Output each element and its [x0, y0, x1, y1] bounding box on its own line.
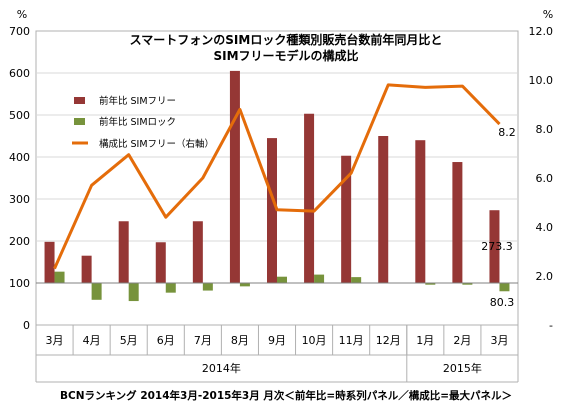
x-tick-label: 12月 — [376, 334, 401, 347]
y-right-tick-label: 2.0 — [536, 270, 554, 283]
bar-sim-lock — [165, 283, 176, 293]
chart-title-line2: SIMフリーモデルの構成比 — [213, 48, 358, 63]
y-left-tick-label: 0 — [23, 319, 30, 332]
y-left-tick-label: 400 — [9, 151, 30, 164]
bars-sim-free — [44, 70, 500, 284]
plot-frame — [35, 30, 519, 326]
x-tick-label: 8月 — [231, 334, 249, 347]
bar-sim-free — [155, 242, 166, 283]
bar-sim-free — [378, 136, 389, 283]
y-right-unit: % — [543, 8, 553, 21]
bar-sim-lock — [239, 283, 250, 287]
bar-sim-free — [304, 113, 315, 284]
bar-sim-lock — [425, 283, 436, 285]
bar-sim-free — [267, 138, 277, 283]
y-left-unit: % — [17, 8, 27, 21]
y-right-tick-label: 6.0 — [536, 172, 554, 185]
x-tick-label: 3月 — [490, 334, 508, 347]
bar-sim-free — [229, 70, 240, 284]
year-label-2014: 2014年 — [202, 361, 241, 375]
bar-sim-lock — [499, 283, 510, 292]
source-note: BCNランキング 2014年3月-2015年3月 月次＜前年比=時系列パネル／構… — [60, 389, 512, 402]
data-label-share-last: 8.2 — [498, 126, 516, 139]
x-tick-label: 2月 — [453, 334, 471, 347]
x-tick-label: 5月 — [120, 334, 138, 347]
bar-sim-free — [415, 140, 426, 283]
y-right-axis-labels: - 2.0 4.0 6.0 8.0 10.0 12.0 — [529, 25, 554, 332]
x-tick-label: 9月 — [268, 334, 286, 347]
y-left-tick-label: 700 — [9, 25, 30, 38]
x-tick-label: 1月 — [416, 334, 434, 347]
year-label-2015: 2015年 — [443, 361, 482, 375]
bar-sim-lock — [202, 283, 213, 291]
x-tick-label: 11月 — [339, 334, 364, 347]
bar-sim-free — [452, 162, 463, 283]
bar-sim-free — [489, 210, 500, 283]
y-right-tick-label: 12.0 — [529, 25, 554, 38]
y-right-tick-label: 8.0 — [536, 123, 554, 136]
bar-sim-free — [81, 255, 92, 283]
share-line-sim-free — [53, 83, 501, 270]
y-left-tick-label: 200 — [9, 235, 30, 248]
bars-sim-lock — [54, 271, 510, 302]
x-tick-label: 7月 — [194, 334, 212, 347]
data-label-lock-last: 80.3 — [490, 296, 515, 309]
y-left-tick-label: 500 — [9, 109, 30, 122]
x-tick-label: 6月 — [157, 334, 175, 347]
y-left-tick-label: 100 — [9, 277, 30, 290]
bar-sim-lock — [91, 283, 102, 300]
y-right-tick-label: 4.0 — [536, 221, 554, 234]
y-right-tick-label: - — [549, 319, 553, 332]
legend-label-share: 構成比 SIMフリー（右軸） — [99, 138, 214, 150]
legend-label-sim-free: 前年比 SIMフリー — [99, 95, 176, 107]
legend-swatch-sim-free — [74, 97, 85, 104]
y-right-tick-label: 10.0 — [529, 74, 554, 87]
bar-sim-free — [118, 221, 129, 283]
legend: 前年比 SIMフリー 前年比 SIMロック 構成比 SIMフリー（右軸） — [72, 95, 214, 150]
x-tick-label: 3月 — [46, 334, 64, 347]
x-tick-label: 4月 — [83, 334, 101, 347]
bar-sim-lock — [462, 283, 473, 285]
bar-sim-lock — [351, 277, 362, 283]
bar-sim-lock — [54, 271, 65, 283]
bar-sim-lock — [314, 274, 325, 283]
legend-swatch-sim-lock — [74, 118, 85, 125]
bar-sim-lock — [277, 276, 287, 283]
y-left-axis-labels: 0 100 200 300 400 500 600 700 — [9, 25, 30, 332]
data-label-free-last: 273.3 — [481, 240, 513, 253]
x-axis-box — [35, 325, 519, 383]
x-axis-separators — [72, 325, 482, 355]
legend-label-sim-lock: 前年比 SIMロック — [99, 116, 176, 128]
bar-sim-free — [341, 155, 352, 283]
bar-sim-lock — [128, 283, 139, 302]
x-axis-labels: 3月 4月 5月 6月 7月 8月 9月 10月 11月 12月 1月 2月 3月 — [46, 334, 509, 347]
y-left-tick-label: 600 — [9, 67, 30, 80]
bar-sim-free — [192, 221, 203, 283]
y-left-tick-label: 300 — [9, 193, 30, 206]
chart-title-line1: スマートフォンのSIMロック種類別販売台数前年同月比と — [130, 32, 443, 47]
x-tick-label: 10月 — [302, 334, 327, 347]
bar-sim-free — [44, 241, 55, 283]
